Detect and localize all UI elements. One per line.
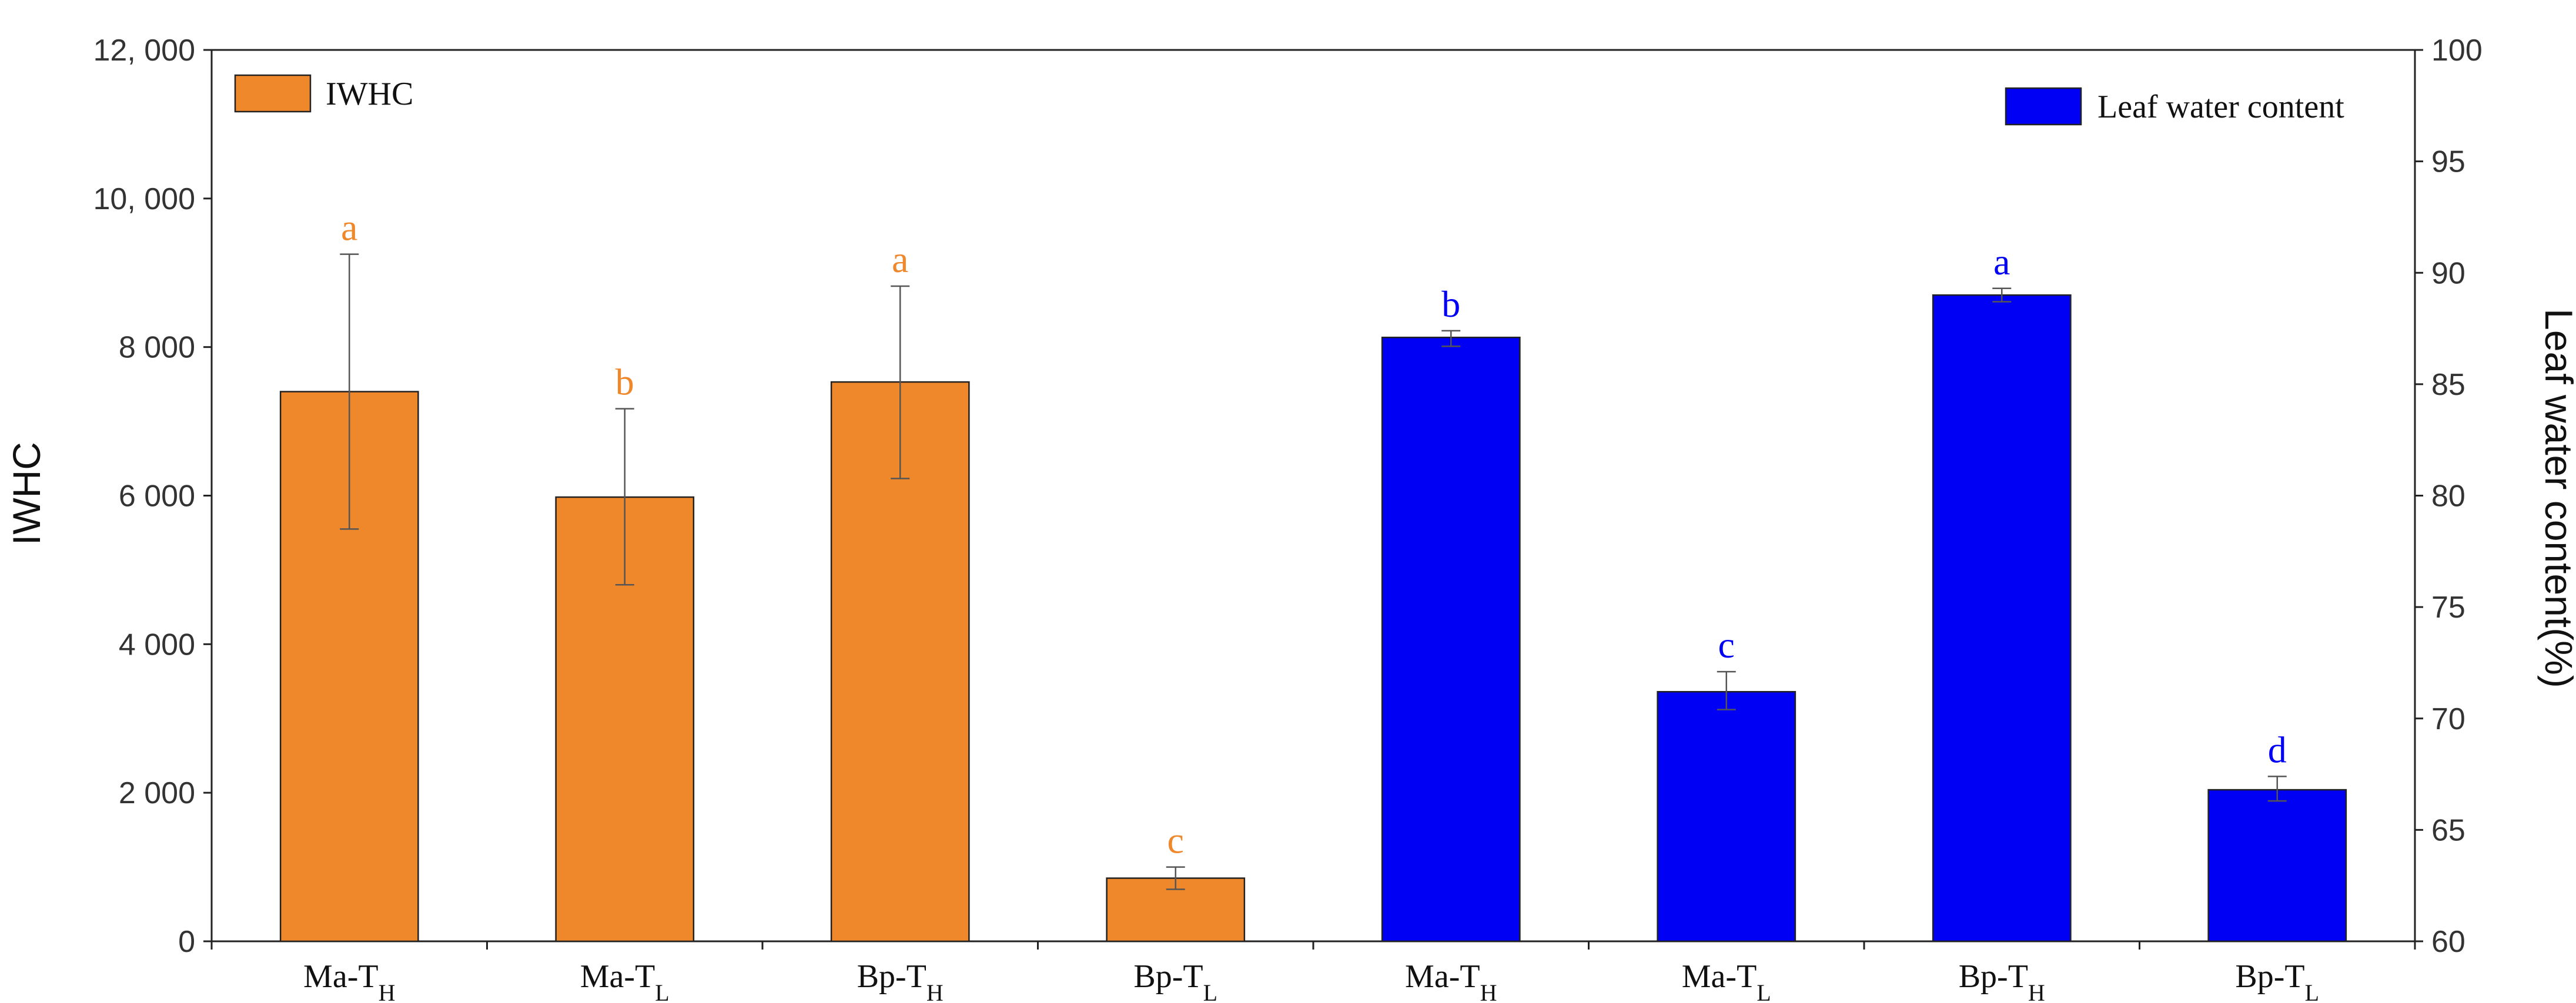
- significance-letter: c: [1718, 624, 1735, 666]
- left-axis: 0 2 000 4 000 6 000 8 000 10, 000 12, 000: [93, 33, 212, 959]
- legend-swatch-leaf-water-content: [2005, 87, 2082, 126]
- x-axis-category-label: Bp-TL: [2235, 958, 2319, 1003]
- x-axis-category-label: Bp-TL: [1133, 958, 1217, 1003]
- left-axis-title: IWHC: [5, 442, 48, 545]
- right-axis-tick-label: 60: [2431, 925, 2465, 959]
- right-axis-tick-label: 65: [2431, 813, 2465, 847]
- right-axis-tick-label: 95: [2431, 145, 2465, 179]
- x-axis-category-label: Bp-TH: [857, 958, 944, 1003]
- significance-letter: a: [892, 239, 908, 280]
- plot-frame: [210, 49, 2416, 942]
- x-axis: Ma-TH Ma-TL Bp-TH Bp-TL Ma-TH Ma-TL Bp-TH Bp-TL: [210, 941, 2416, 1003]
- left-axis-tick-label: 8 000: [119, 331, 195, 365]
- plot-border: [210, 49, 2416, 942]
- x-axis-category-label: Ma-TH: [303, 958, 395, 1003]
- significance-letter: d: [2268, 729, 2287, 770]
- bar: [1381, 336, 1521, 942]
- right-axis-tick-label: 80: [2431, 479, 2465, 514]
- left-axis-tick-label: 10, 000: [93, 182, 196, 216]
- right-axis-tick-label: 75: [2431, 591, 2465, 625]
- significance-letter: a: [341, 207, 357, 249]
- right-axis-title: Leaf water content(%): [2537, 308, 2576, 688]
- right-axis-tick-label: 85: [2431, 368, 2465, 402]
- x-axis-category-label: Ma-TH: [1405, 958, 1497, 1003]
- significance-letter: c: [1167, 820, 1184, 861]
- bar: [1657, 690, 1796, 942]
- x-axis-category-label: Bp-TH: [1959, 958, 2045, 1003]
- legend: IWHC Leaf water content: [234, 74, 2344, 126]
- left-axis-tick-label: 0: [178, 925, 195, 959]
- legend-label-leaf-water-content: Leaf water content: [2097, 89, 2344, 125]
- left-axis-tick-label: 4 000: [119, 628, 195, 662]
- significance-letter: b: [615, 361, 634, 403]
- legend-label-iwhc: IWHC: [326, 76, 413, 112]
- significance-letter: a: [1993, 241, 2010, 283]
- legend-swatch-iwhc: [234, 74, 312, 113]
- significance-letter: b: [1441, 283, 1460, 325]
- x-axis-category-label: Ma-TL: [1682, 958, 1771, 1003]
- right-axis: 60 65 70 75 80 85 90 95 100: [2415, 33, 2483, 959]
- left-axis-tick-label: 6 000: [119, 479, 195, 514]
- bar: [1932, 294, 2072, 942]
- bar: [2207, 789, 2347, 942]
- right-axis-tick-label: 90: [2431, 256, 2465, 290]
- bars: a b a c b c a d: [279, 207, 2347, 942]
- x-axis-category-label: Ma-TL: [580, 958, 670, 1003]
- left-axis-tick-label: 12, 000: [93, 33, 196, 68]
- right-axis-tick-label: 70: [2431, 702, 2465, 736]
- left-axis-tick-label: 2 000: [119, 776, 195, 810]
- right-axis-tick-label: 100: [2431, 33, 2483, 68]
